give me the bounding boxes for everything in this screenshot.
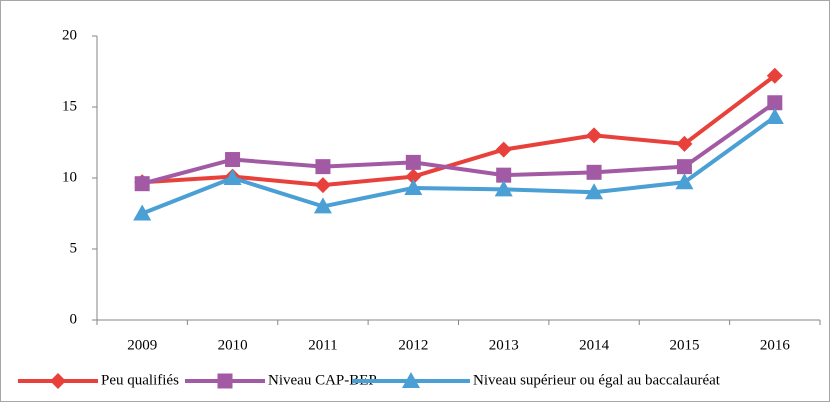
legend-label: Niveau supérieur ou égal au baccalauréat [473,372,721,388]
marker [313,197,332,214]
marker [676,135,693,152]
marker [315,159,331,175]
marker [405,154,421,170]
x-tick-label: 2015 [669,337,699,353]
series-line [142,74,777,188]
marker [675,173,694,190]
y-tick-label: 0 [70,311,78,327]
marker [766,67,783,84]
marker [314,177,331,194]
marker [405,168,422,185]
marker [495,141,512,158]
legend-marker [50,373,66,389]
y-tick-label: 5 [70,240,78,256]
marker [133,204,152,221]
x-tick-label: 2012 [398,337,428,353]
y-tick-label: 20 [62,27,77,43]
x-tick-label: 2014 [579,337,610,353]
legend-marker [402,372,420,388]
x-tick-label: 2016 [760,337,791,353]
marker [585,183,604,200]
marker [223,169,242,185]
marker [404,178,423,195]
marker [496,167,512,183]
marker [586,164,602,180]
marker [134,176,150,192]
x-tick-label: 2009 [127,337,157,353]
x-tick-label: 2013 [489,337,519,353]
y-tick-label: 15 [62,98,77,114]
marker [586,127,603,144]
series-line [141,101,776,186]
marker [225,152,241,168]
x-tick-label: 2010 [218,337,248,353]
legend-marker [217,373,233,389]
marker [765,107,784,124]
marker [767,95,783,111]
y-tick-label: 10 [62,169,77,185]
marker [494,180,513,197]
x-tick-label: 2011 [308,337,337,353]
marker [676,159,692,175]
legend-label: Peu qualifiés [101,372,179,388]
legend-label: Niveau CAP-BEP [268,372,377,388]
series-line [141,115,776,216]
